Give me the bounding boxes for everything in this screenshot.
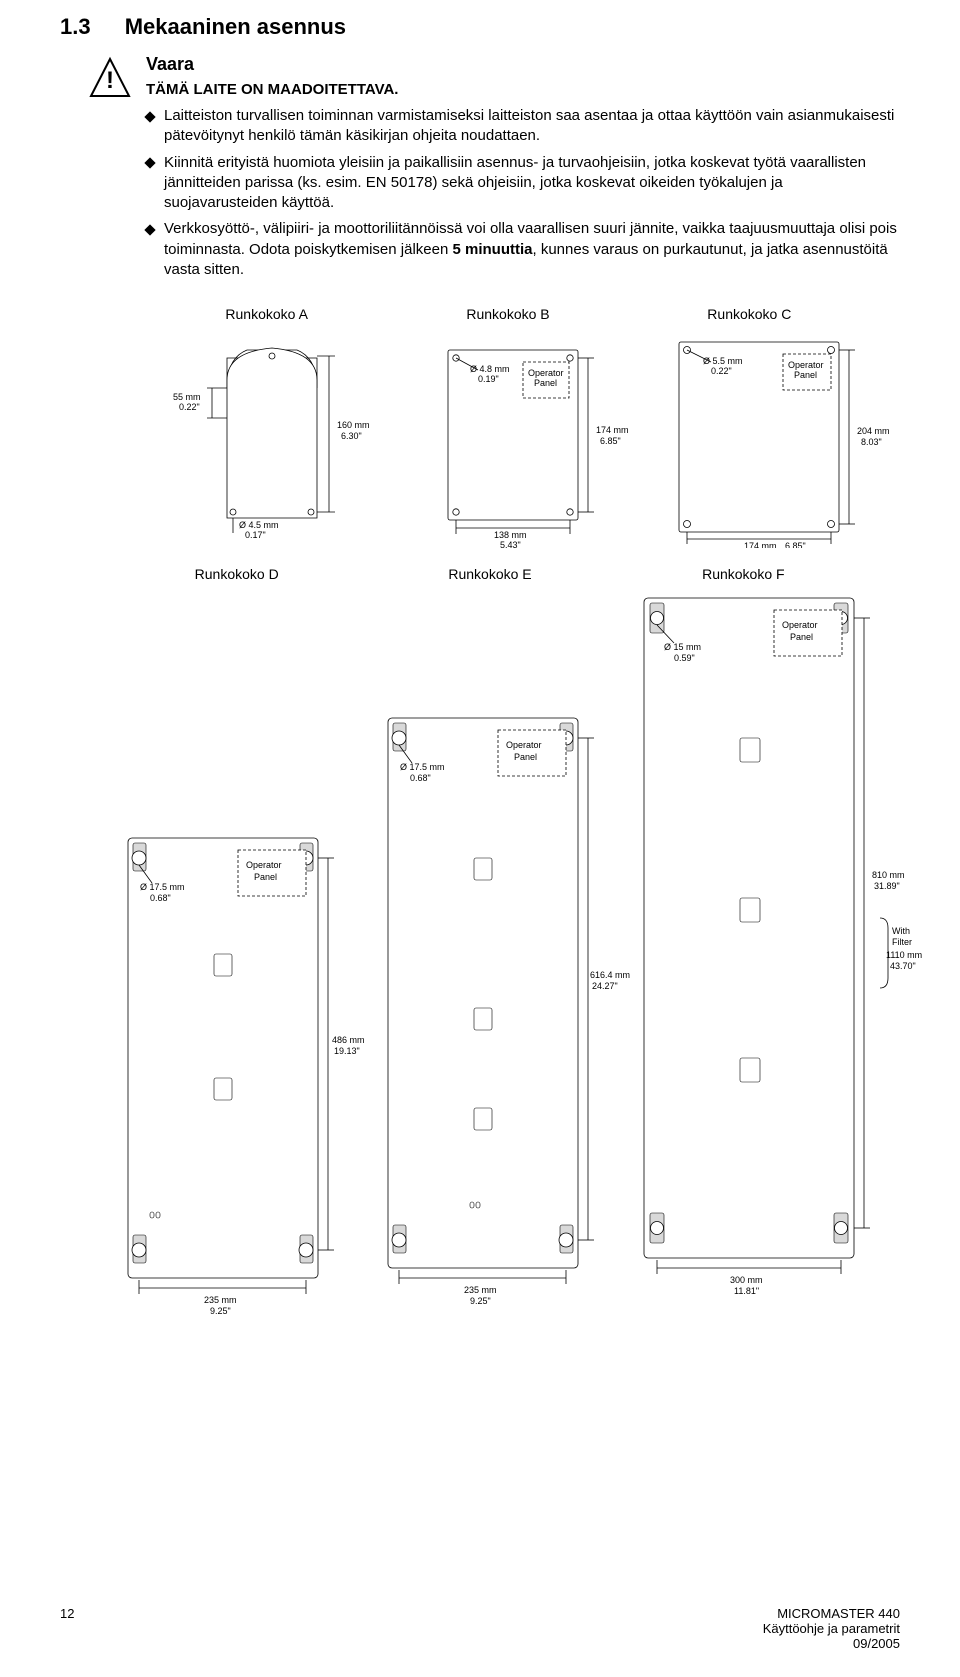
frame-d-hole: Ø 17.5 mm [140, 882, 185, 892]
frame-d-panel: Operator [246, 860, 282, 870]
frame-f-dimwb: 11.81" [734, 1286, 759, 1296]
frame-b-dimhb: 6.85" [600, 436, 621, 446]
page-footer: 12 MICROMASTER 440 Käyttöohje ja paramet… [60, 1606, 900, 1651]
warning-bold-5min: 5 minuuttia [452, 241, 532, 258]
frame-a-hole: Ø 4.5 mm [239, 520, 279, 530]
frame-f-fhb: 43.70" [890, 961, 916, 971]
row-def-labels: Runkokoko D Runkokoko E Runkokoko F [110, 566, 870, 582]
frame-e-panel: Operator [506, 740, 542, 750]
frame-f-diagram: Operator Panel Ø 15 mm 0.59" 810 mm 31.8… [630, 588, 930, 1348]
frame-c-hole: Ø 5.5 mm [703, 356, 743, 366]
footer-line2: Käyttöohje ja parametrit [763, 1621, 900, 1636]
row-def-diagrams: Operator Panel Ø 17.5 mm 0.68" 486 mm 19… [110, 588, 900, 1348]
frame-f-label: Runkokoko F [617, 566, 870, 582]
frame-a-dimhb: 6.30" [341, 431, 362, 441]
frame-e-dimwb: 9.25" [470, 1296, 491, 1306]
frame-e-dimh: 616.4 mm [590, 970, 630, 980]
footer-line3: 09/2005 [763, 1636, 900, 1651]
warning-block: ! Vaara TÄMÄ LAITE ON MAADOITETTAVA. Lai… [146, 54, 900, 286]
frame-a-label: Runkokoko A [146, 306, 387, 322]
warning-bullet: Laitteiston turvallisen toiminnan varmis… [146, 106, 900, 147]
frame-f-fh: 1110 mm [886, 950, 922, 960]
section-number: 1.3 [60, 14, 91, 39]
frame-a-dim55b: 0.22" [179, 402, 200, 412]
frame-c-panel: Operator [788, 360, 824, 370]
section-heading: 1.3 Mekaaninen asennus [60, 14, 900, 40]
frame-b-dimh: 174 mm [596, 425, 629, 435]
page: 1.3 Mekaaninen asennus ! Vaara TÄMÄ LAIT… [0, 0, 960, 1677]
frame-e-diagram: Operator Panel Ø 17.5 mm 0.68" 616.4 mm … [370, 708, 630, 1348]
frame-f-panel: Operator [782, 620, 818, 630]
frame-c-holeb: 0.22" [711, 366, 732, 376]
warning-bullet: Verkkosyöttö-, välipiiri- ja moottorilii… [146, 219, 900, 280]
frame-b-hole: Ø 4.8 mm [470, 364, 510, 374]
warning-bullet: Kiinnitä erityistä huomiota yleisiin ja … [146, 153, 900, 214]
frame-d-dimw: 235 mm [204, 1295, 237, 1305]
frame-c-dimh: 204 mm [857, 426, 890, 436]
frame-d-panel2: Panel [254, 872, 277, 882]
warning-text: Vaara TÄMÄ LAITE ON MAADOITETTAVA. Laitt… [146, 54, 900, 286]
frame-b-label: Runkokoko B [387, 306, 628, 322]
frame-c-dimw: 174 mm [744, 541, 777, 548]
section-title: Mekaaninen asennus [125, 14, 346, 39]
frame-d-dimh: 486 mm [332, 1035, 365, 1045]
row-abc-diagrams: 55 mm 0.22" 160 mm 6.30" Ø 4.5 mm 0.17" [146, 328, 900, 548]
frame-d-dimhb: 19.13" [334, 1046, 360, 1056]
frame-c-diagram: Operator Panel Ø 5.5 mm 0.22" 204 mm 8.0… [649, 328, 900, 548]
frame-e-holeb: 0.68" [410, 773, 431, 783]
frame-a-holeb: 0.17" [245, 530, 266, 540]
warning-title: Vaara [146, 54, 900, 75]
frame-f-panel2: Panel [790, 632, 813, 642]
row-abc-labels: Runkokoko A Runkokoko B Runkokoko C [146, 306, 870, 322]
frame-f-dimw: 300 mm [730, 1275, 763, 1285]
frame-f-hole: Ø 15 mm [664, 642, 701, 652]
frame-d-diagram: Operator Panel Ø 17.5 mm 0.68" 486 mm 19… [110, 828, 370, 1348]
page-number: 12 [60, 1606, 74, 1651]
frame-a-dim55: 55 mm [173, 392, 201, 402]
footer-line1: MICROMASTER 440 [763, 1606, 900, 1621]
frame-e-dimhb: 24.27" [592, 981, 618, 991]
frame-e-panel2: Panel [514, 752, 537, 762]
frame-a-diagram: 55 mm 0.22" 160 mm 6.30" Ø 4.5 mm 0.17" [146, 328, 397, 548]
frame-b-diagram: Operator Panel Ø 4.8 mm 0.19" 174 mm 6.8… [397, 328, 648, 548]
frame-e-dimw: 235 mm [464, 1285, 497, 1295]
frame-e-label: Runkokoko E [363, 566, 616, 582]
frame-d-dimwb: 9.25" [210, 1306, 231, 1316]
frame-f-dimhb: 31.89" [874, 881, 900, 891]
frame-d-holeb: 0.68" [150, 893, 171, 903]
svg-text:!: ! [106, 67, 114, 94]
frame-d-label: Runkokoko D [110, 566, 363, 582]
warning-subtitle: TÄMÄ LAITE ON MAADOITETTAVA. [146, 81, 900, 98]
frame-c-label: Runkokoko C [629, 306, 870, 322]
frame-b-panel2: Panel [534, 378, 557, 388]
frame-c-dimhb: 8.03" [861, 437, 882, 447]
warning-bullets: Laitteiston turvallisen toiminnan varmis… [146, 106, 900, 280]
frame-f-flbl: With [892, 926, 910, 936]
frame-b-holeb: 0.19" [478, 374, 499, 384]
frame-f-flbl2: Filter [892, 937, 912, 947]
frame-b-panel: Operator [528, 368, 564, 378]
frame-f-dimh: 810 mm [872, 870, 905, 880]
frame-a-dimh: 160 mm [337, 420, 370, 430]
frame-b-dimwb: 5.43" [500, 540, 521, 548]
frame-b-dimw: 138 mm [494, 530, 527, 540]
frame-e-hole: Ø 17.5 mm [400, 762, 445, 772]
frame-f-holeb: 0.59" [674, 653, 695, 663]
frame-c-panel2: Panel [794, 370, 817, 380]
warning-triangle-icon: ! [88, 56, 132, 105]
frame-c-dimwb: 6.85" [785, 541, 806, 548]
